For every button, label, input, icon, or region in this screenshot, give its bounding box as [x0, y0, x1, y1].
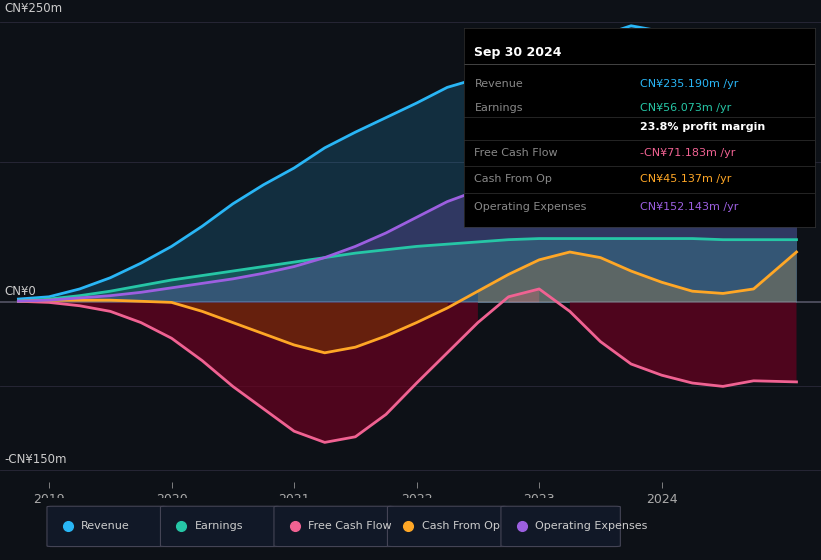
Text: Revenue: Revenue — [81, 521, 130, 531]
FancyBboxPatch shape — [388, 506, 507, 547]
FancyBboxPatch shape — [501, 506, 621, 547]
Text: CN¥250m: CN¥250m — [4, 2, 62, 15]
Text: Earnings: Earnings — [195, 521, 243, 531]
Text: Revenue: Revenue — [475, 78, 523, 88]
FancyBboxPatch shape — [160, 506, 280, 547]
Text: Sep 30 2024: Sep 30 2024 — [475, 46, 562, 59]
Text: CN¥56.073m /yr: CN¥56.073m /yr — [640, 102, 731, 113]
Text: 23.8% profit margin: 23.8% profit margin — [640, 123, 765, 132]
Text: CN¥235.190m /yr: CN¥235.190m /yr — [640, 78, 738, 88]
FancyBboxPatch shape — [47, 506, 167, 547]
Text: -CN¥71.183m /yr: -CN¥71.183m /yr — [640, 148, 735, 158]
Text: CN¥152.143m /yr: CN¥152.143m /yr — [640, 202, 738, 212]
Text: -CN¥150m: -CN¥150m — [4, 452, 67, 465]
Text: Free Cash Flow: Free Cash Flow — [308, 521, 392, 531]
Text: Operating Expenses: Operating Expenses — [475, 202, 587, 212]
Text: CN¥0: CN¥0 — [4, 284, 36, 297]
Text: Free Cash Flow: Free Cash Flow — [475, 148, 558, 158]
FancyBboxPatch shape — [274, 506, 393, 547]
Text: Earnings: Earnings — [475, 102, 523, 113]
Text: CN¥45.137m /yr: CN¥45.137m /yr — [640, 174, 731, 184]
Text: Cash From Op: Cash From Op — [475, 174, 553, 184]
Text: Cash From Op: Cash From Op — [422, 521, 500, 531]
Text: Operating Expenses: Operating Expenses — [535, 521, 648, 531]
